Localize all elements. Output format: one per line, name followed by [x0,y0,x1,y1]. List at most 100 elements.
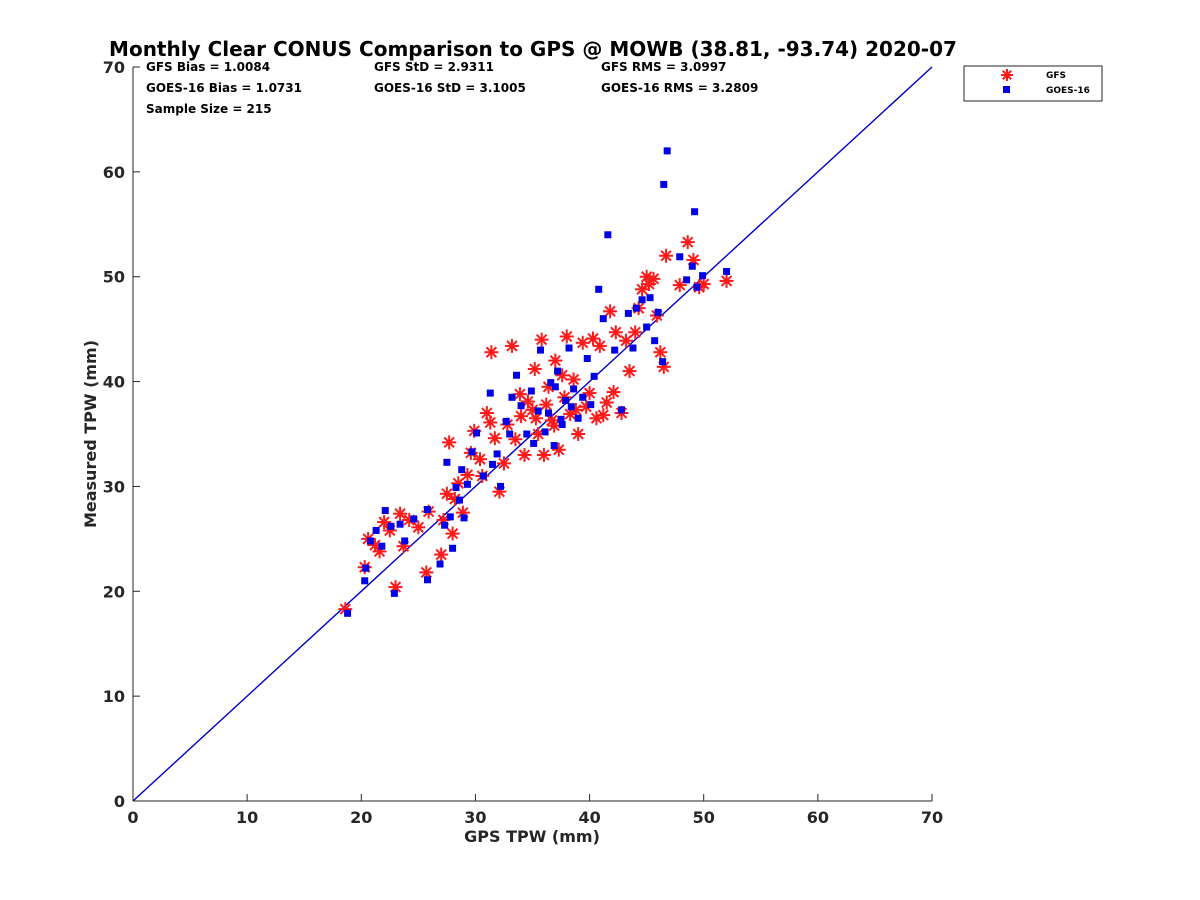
goes-point [502,417,510,425]
x-tick-label: 50 [693,808,715,827]
gfs-point [680,235,695,250]
gfs-rms-text: GFS RMS = 3.0997 [601,60,726,74]
goes-point [449,544,457,552]
legend: GFS GOES-16 [963,65,1103,102]
goes-point [579,393,587,401]
goes-point [551,383,559,391]
stats-annotations: GFS Bias = 1.0084 GOES-16 Bias = 1.0731 … [146,60,758,116]
gfs-point [393,506,408,521]
goes-point [618,406,626,414]
goes-point [693,283,701,291]
goes-point [423,505,431,513]
goes-point [595,285,603,293]
gfs-point [539,397,554,412]
goes-point [473,429,481,437]
y-tick-label: 10 [103,687,125,706]
chart-title: Monthly Clear CONUS Comparison to GPS @ … [109,37,957,61]
goes-point [562,396,570,404]
gfs-point [434,547,449,562]
gfs-point [646,271,661,286]
goes-point [443,458,451,466]
goes-point [632,304,640,312]
goes-point [513,371,521,379]
goes-point [446,513,454,521]
goes-point [624,309,632,317]
gfs-point [628,325,643,340]
plot-area [132,66,933,802]
goes-point [390,589,398,597]
y-tick-label: 50 [103,268,125,287]
gfs-point [536,447,551,462]
gfs-point [582,386,597,401]
gfs-point [603,304,618,319]
goes-point [506,430,514,438]
goes-point [676,253,684,261]
legend-box [963,65,1103,102]
goes-point [550,442,558,450]
goes-point [688,262,696,270]
y-tick-label: 20 [103,582,125,601]
gfs-point [719,273,734,288]
goes-point [558,421,566,429]
goes-point [527,387,535,395]
goes-point [372,526,380,534]
goes-point [583,355,591,363]
gfs-point [653,345,668,360]
goes-point [361,577,369,585]
goes-point [381,507,389,515]
gfs-point [566,372,581,387]
goes-point [401,537,409,545]
goes-point [611,346,619,354]
goes-point [723,267,731,275]
x-ticks: 0 10 20 30 40 50 60 70 [127,794,943,827]
goes-point [557,415,565,423]
gfs-point [619,333,634,348]
goes-point [534,407,542,415]
gfs-point [534,332,549,347]
gfs-point [635,282,650,297]
gfs-point [472,452,487,467]
goes-point [508,393,516,401]
goes-point [378,542,386,550]
goes-points-layer [344,147,731,617]
gfs-point [514,409,529,424]
goes-point [691,208,699,216]
goes-point [554,367,562,375]
x-axis-label: GPS TPW (mm) [464,827,600,846]
goes-point [452,483,460,491]
gfs-point [596,408,611,423]
y-tick-label: 70 [103,58,125,77]
gfs-point [559,329,574,344]
goes-std-text: GOES-16 StD = 3.1005 [374,81,526,95]
goes-point [574,414,582,422]
goes-point [489,460,497,468]
y-tick-label: 40 [103,373,125,392]
goes-point [362,564,370,572]
goes-rms-text: GOES-16 RMS = 3.2809 [601,81,758,95]
gfs-point [606,385,621,400]
gfs-bias-text: GFS Bias = 1.0084 [146,60,270,74]
gfs-point [411,520,426,535]
goes-point [683,276,691,284]
goes-point [663,147,671,155]
gfs-point [504,338,519,353]
goes-point [660,180,668,188]
x-tick-label: 40 [578,808,600,827]
gfs-point [659,248,674,263]
goes-point [460,514,468,522]
gfs-point [439,486,454,501]
x-tick-label: 70 [921,808,943,827]
goes-point [536,346,544,354]
gfs-point [608,325,623,340]
x-tick-label: 60 [807,808,829,827]
gfs-point [487,431,502,446]
goes-point [565,344,573,352]
gfs-point [592,338,607,353]
legend-goes-marker [1003,86,1010,93]
goes-point [599,315,607,323]
legend-gfs-marker [1001,69,1013,81]
goes-point [517,402,525,410]
legend-goes-label: GOES-16 [1046,86,1090,96]
goes-point [396,520,404,528]
